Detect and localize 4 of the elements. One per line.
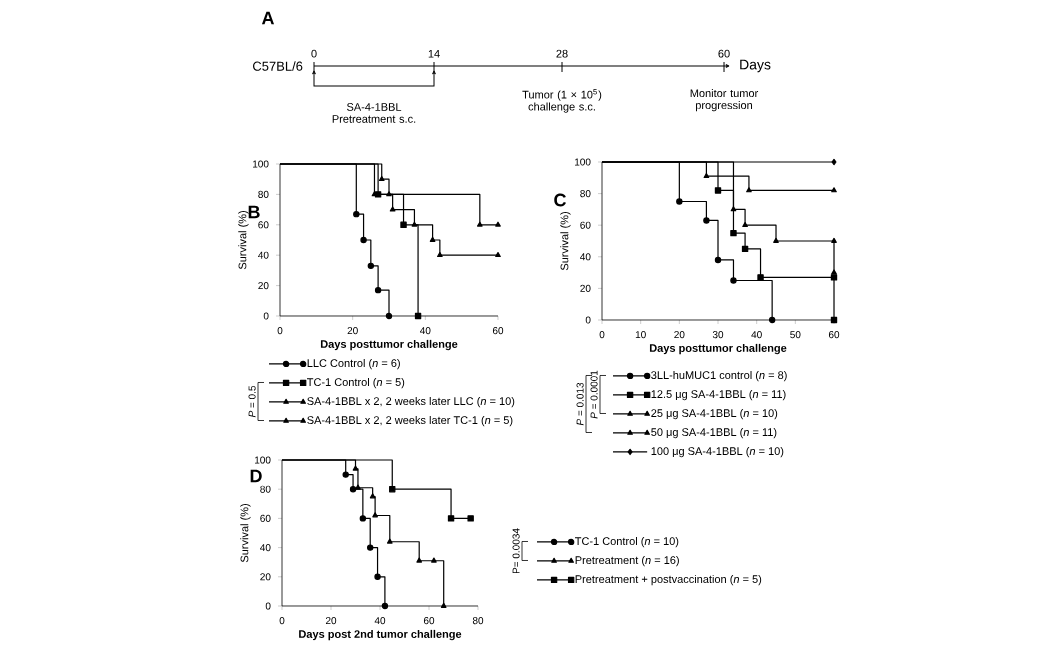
text: B bbox=[248, 205, 260, 219]
text: A bbox=[261, 11, 275, 25]
text: C bbox=[554, 193, 567, 207]
chart-title: D bbox=[250, 469, 262, 483]
